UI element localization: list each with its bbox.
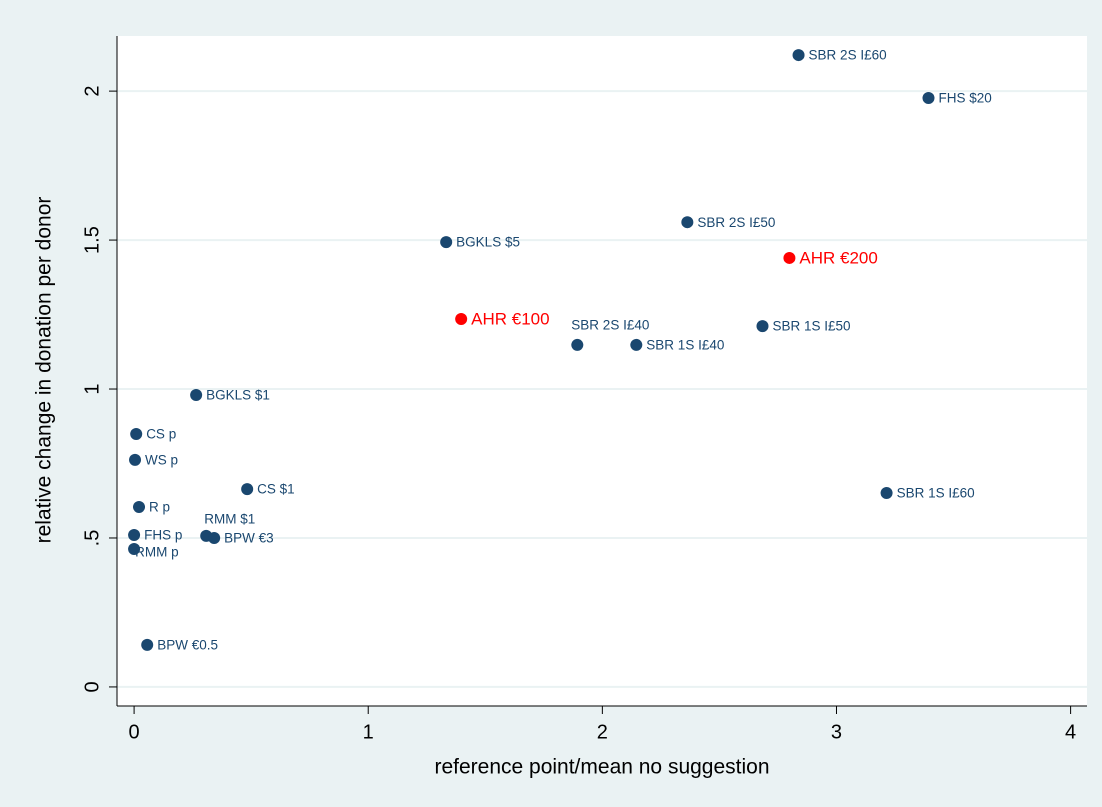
point xyxy=(241,483,254,496)
point xyxy=(880,486,893,499)
x-axis-title: reference point/mean no suggestion xyxy=(434,756,769,779)
point-label: FHS $20 xyxy=(938,91,991,106)
x-tick-label: 2 xyxy=(597,721,608,743)
point xyxy=(130,428,143,441)
point-label: BPW €0.5 xyxy=(157,637,218,652)
y-axis-title: relative change in donation per donor xyxy=(33,197,56,544)
point xyxy=(571,338,584,351)
point-label: BPW €3 xyxy=(224,531,274,546)
point-label: FHS p xyxy=(144,528,182,543)
point xyxy=(681,216,694,229)
point xyxy=(783,251,796,264)
point-label: WS p xyxy=(145,452,178,467)
point xyxy=(128,543,141,556)
point xyxy=(128,528,141,541)
point xyxy=(440,236,453,249)
point xyxy=(455,313,468,326)
point xyxy=(133,500,146,513)
x-tick-label: 1 xyxy=(363,721,374,743)
point-label: R p xyxy=(149,500,170,515)
point-label: BGKLS $1 xyxy=(206,388,270,403)
point xyxy=(756,320,769,333)
y-tick-label: 1.5 xyxy=(81,226,103,254)
x-tick-label: 3 xyxy=(831,721,842,743)
x-tick-label: 4 xyxy=(1065,721,1076,743)
point-label: CS p xyxy=(146,427,176,442)
point-label: CS $1 xyxy=(257,482,295,497)
point xyxy=(190,388,203,401)
point-label: SBR 1S I£60 xyxy=(897,486,975,501)
point-label: SBR 1S I£50 xyxy=(772,319,850,334)
point-label: SBR 2S I£60 xyxy=(809,48,887,63)
point xyxy=(792,49,805,62)
point-label: SBR 2S I£40 xyxy=(571,317,649,332)
point xyxy=(922,91,935,104)
point-label: SBR 2S I£50 xyxy=(697,215,775,230)
point-label: RMM p xyxy=(135,545,179,560)
y-tick-label: .5 xyxy=(81,530,103,547)
x-tick-label: 0 xyxy=(129,721,140,743)
point-label: RMM $1 xyxy=(204,511,255,526)
y-tick-label: 2 xyxy=(81,86,103,97)
point xyxy=(208,531,221,544)
point-label: AHR €100 xyxy=(471,309,549,328)
y-tick-label: 1 xyxy=(81,383,103,394)
point-label: BGKLS $5 xyxy=(456,235,520,250)
point-label: SBR 1S I£40 xyxy=(646,337,724,352)
point xyxy=(630,338,643,351)
point-label: AHR €200 xyxy=(799,248,877,267)
point xyxy=(141,638,154,651)
plot-area xyxy=(117,36,1087,706)
y-tick-label: 0 xyxy=(81,681,103,692)
point xyxy=(129,453,142,466)
